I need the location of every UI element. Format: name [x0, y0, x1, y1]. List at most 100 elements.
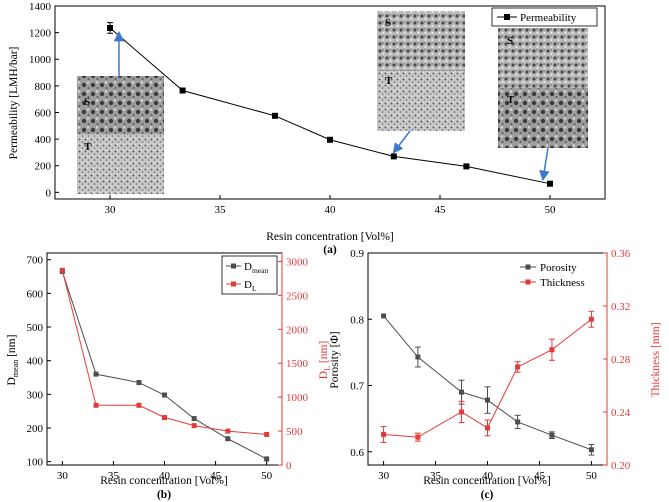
panel-b-x-label: Resin concentration [Vol%]	[100, 475, 228, 487]
panel-b-left-y-tick-label: 700	[27, 255, 44, 267]
panel-c-left-y-tick-label: 0.9	[350, 248, 364, 260]
panel-b-y-label-right: DL [nm]	[318, 341, 332, 379]
panel-a-y-tick-label: 600	[35, 107, 52, 119]
arrow-to-point-50	[539, 147, 550, 182]
inset-label-t-2: T	[385, 75, 393, 87]
porosity-data-point	[459, 389, 465, 395]
panel-c-label: (c)	[481, 489, 494, 501]
panel-c-left-y-tick-label: 0.6	[350, 447, 364, 459]
panel-a-x-label: Resin concentration [Vol%]	[266, 231, 394, 243]
panel-b-x-tick-label: 50	[261, 470, 273, 482]
dl-data-point	[59, 267, 65, 273]
panel-c-y-label-left: Porosity [Φ]	[329, 331, 341, 388]
dl-data-point	[162, 415, 167, 421]
panel-b-pore-size: 30 35 40 45 50 100 200 300 400 500 600 700 0 500 1000 1…	[6, 252, 332, 501]
panel-b-x-tick-label: 45	[210, 470, 222, 482]
panel-c-right-y-tick-label: 0.28	[611, 354, 631, 366]
panel-b-x-tick-label: 35	[108, 470, 120, 482]
sem-insets: S T S T S T	[77, 11, 588, 194]
permeability-data-point	[463, 163, 470, 170]
panel-b-right-y-tick-label: 1000	[286, 392, 309, 404]
sem-image-cross-section-50	[498, 88, 588, 148]
legend-marker-porosity	[525, 264, 531, 270]
legend-c: Porosity Thickness	[520, 262, 585, 289]
panel-c-right-y-tick-label: 0.24	[611, 407, 631, 419]
thickness-data-point	[588, 316, 594, 322]
thickness-data-point	[549, 347, 555, 353]
panel-c-right-y-tick-label: 0.36	[611, 248, 631, 260]
panel-a-x-tick-label: 50	[545, 204, 557, 216]
panel-b-x-tick-label: 40	[159, 470, 171, 482]
panel-c-x-tick-label: 45	[534, 470, 546, 482]
legend-box-b	[221, 255, 278, 295]
panel-a-y-label: Permeability [LMH/bar]	[8, 47, 20, 160]
dl-data-point	[191, 423, 197, 429]
porosity-data-point	[588, 447, 594, 453]
panel-a-x-tick-label: 30	[105, 204, 117, 216]
legend-label-thickness: Thickness	[540, 277, 585, 289]
panel-b-right-y-tick-label: 2000	[286, 324, 309, 336]
thickness-data-point	[381, 432, 387, 438]
panel-c-porosity-thickness: 30 35 40 45 50 0.6 0.7 0.8 0.9 0.20 0.24 0.28 0.32 0.…	[329, 248, 662, 501]
panel-b-label: (b)	[157, 489, 171, 501]
legend-marker-dl	[231, 281, 236, 287]
panel-c-left-y-tick-label: 0.8	[350, 314, 364, 326]
dmean-series-line	[61, 271, 267, 460]
permeability-series-line	[109, 27, 551, 185]
panel-a-y-tick-label: 1000	[29, 54, 52, 66]
panel-a-x-tick-label: 35	[215, 204, 227, 216]
panel-c-left-y-tick-label: 0.7	[350, 381, 364, 393]
dmean-data-point	[264, 456, 270, 462]
panel-b-left-y-tick-label: 200	[27, 423, 44, 435]
permeability-data-point	[547, 180, 553, 187]
permeability-data-point	[107, 24, 113, 31]
panel-b-y-label-left: Dmean [nm]	[6, 335, 20, 386]
dl-data-point	[264, 431, 270, 437]
panel-a-y-tick-label: 1400	[29, 1, 52, 13]
porosity-data-point	[485, 397, 490, 403]
panel-a-label: (a)	[323, 244, 337, 256]
panel-c-x-tick-label: 35	[430, 470, 442, 482]
permeability-data-point	[390, 153, 397, 160]
panel-a-x-tick-label: 40	[325, 204, 337, 216]
inset-label-t-3: T	[507, 94, 515, 106]
legend-marker-thickness	[525, 279, 531, 285]
panel-b-right-y-tick-label: 2500	[286, 290, 309, 302]
sem-image-surface-30	[77, 76, 164, 134]
panel-b-left-y-tick-label: 400	[27, 356, 44, 368]
porosity-data-point	[415, 354, 421, 360]
panel-b-left-y-tick-label: 100	[27, 457, 44, 469]
panel-c-x-label: Resin concentration [Vol%]	[423, 475, 551, 487]
dmean-data-point	[225, 436, 231, 442]
panel-c-x-tick-label: 30	[378, 470, 390, 482]
porosity-data-point	[549, 432, 555, 438]
dl-data-point	[136, 402, 142, 408]
legend-b: Dmean DL	[221, 255, 278, 295]
legend-label-dl: DL	[244, 279, 257, 293]
panel-a-y-tick-label: 400	[35, 134, 52, 146]
panel-a-y-tick-label: 0	[46, 187, 52, 199]
legend: Permeability	[491, 7, 598, 27]
panel-a-permeability: 30 35 40 45 50 0 200 400 600 800 1000 1200 1400 S T …	[8, 1, 606, 256]
permeability-data-point	[179, 87, 186, 94]
panel-c-x-tick-label: 40	[482, 470, 494, 482]
inset-label-s-1: S	[84, 96, 90, 108]
thickness-data-point	[515, 364, 521, 370]
inset-label-s-2: S	[385, 17, 391, 29]
legend-label-dmean: Dmean	[244, 261, 268, 275]
arrow-to-point-43	[392, 130, 411, 154]
inset-label-t-1: T	[84, 141, 92, 153]
thickness-data-point	[415, 434, 421, 440]
thickness-data-point	[485, 425, 490, 431]
permeability-data-point	[327, 136, 333, 143]
dmean-data-point	[162, 392, 167, 398]
legend-box	[491, 7, 598, 27]
panel-a-y-tick-label: 1200	[29, 28, 52, 40]
dl-data-point	[93, 402, 99, 408]
dl-series-line	[61, 270, 267, 435]
dmean-data-point	[136, 380, 142, 386]
sem-image-surface-43	[377, 11, 465, 71]
panel-c-y-label-right: Thickness [mm]	[650, 322, 662, 397]
legend-label-permeability: Permeability	[520, 12, 577, 24]
sem-image-surface-50	[498, 28, 588, 88]
